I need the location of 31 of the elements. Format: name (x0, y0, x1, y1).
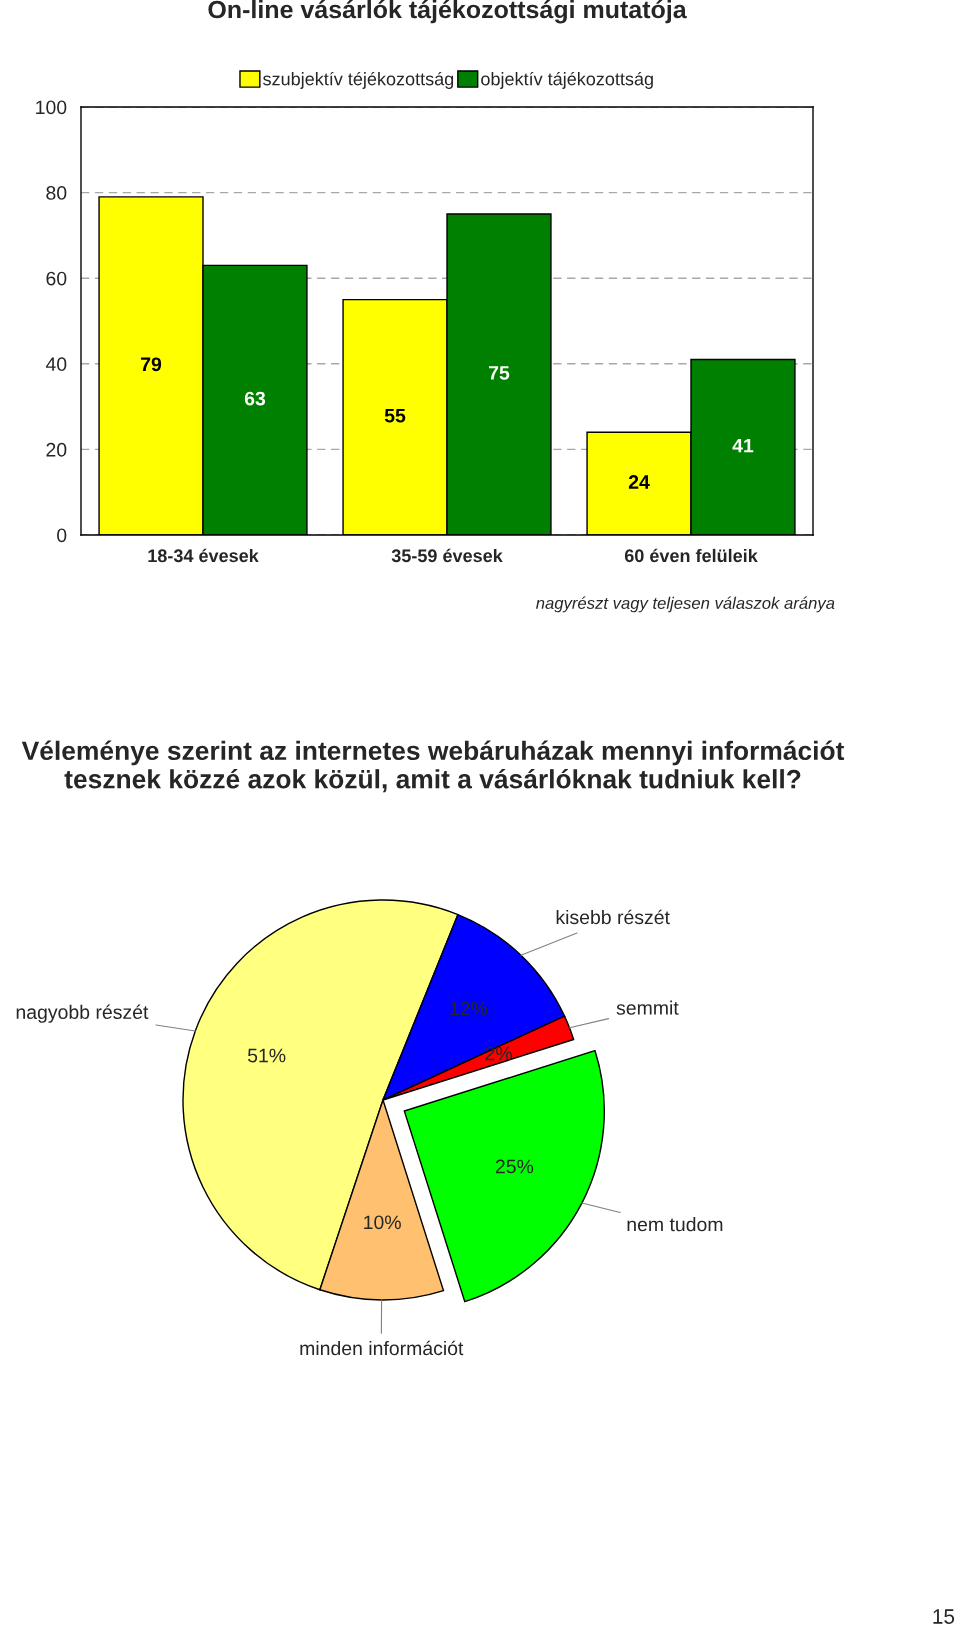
data-label: 41 (732, 438, 754, 453)
data-label: 12% (450, 1001, 488, 1016)
y-tick-label: 20 (46, 442, 67, 457)
data-label: 55 (384, 408, 406, 423)
legend-label: szubjektív téjékozottság (263, 71, 454, 89)
data-label: 2% (485, 1046, 512, 1061)
slice-label: nagyobb részét (16, 1004, 149, 1023)
y-tick-label: 0 (57, 528, 67, 543)
y-tick-label: 40 (45, 357, 67, 372)
slice-label: semmit (616, 1000, 679, 1015)
data-label: 79 (141, 357, 162, 372)
chart-title: Véleménye szerint az internetes webáruházak mennyi információt tesznek közzé azok közül, amit a vásárlóknak tudniuk kell? (21, 740, 845, 793)
data-label: 25% (495, 1159, 534, 1174)
x-tick-label: 18-34 évesek (148, 548, 259, 563)
x-tick-label: 60 éven felüleik (624, 548, 758, 563)
data-label: 75 (488, 366, 510, 380)
data-label: 24 (628, 475, 650, 489)
data-label: 51% (247, 1048, 286, 1063)
slice-label: minden információt (300, 1340, 464, 1356)
text: 15 (933, 1609, 955, 1624)
data-label: 10% (364, 1215, 401, 1230)
slice-label: kisebb részét (556, 909, 670, 925)
y-tick-label: 80 (46, 186, 67, 200)
y-tick-label: 100 (36, 100, 67, 115)
chart-title: On-line vásárlók tájékozottsági mutatója (208, 0, 687, 24)
y-tick-label: 60 (46, 271, 67, 286)
data-label: 63 (244, 391, 266, 406)
slice-label: nem tudom (627, 1217, 723, 1232)
legend-label: objektív tájékozottság (481, 71, 653, 89)
text: nagyrészt vagy teljesen válaszok aránya (536, 596, 835, 613)
x-tick-label: 35-59 évesek (391, 548, 503, 563)
